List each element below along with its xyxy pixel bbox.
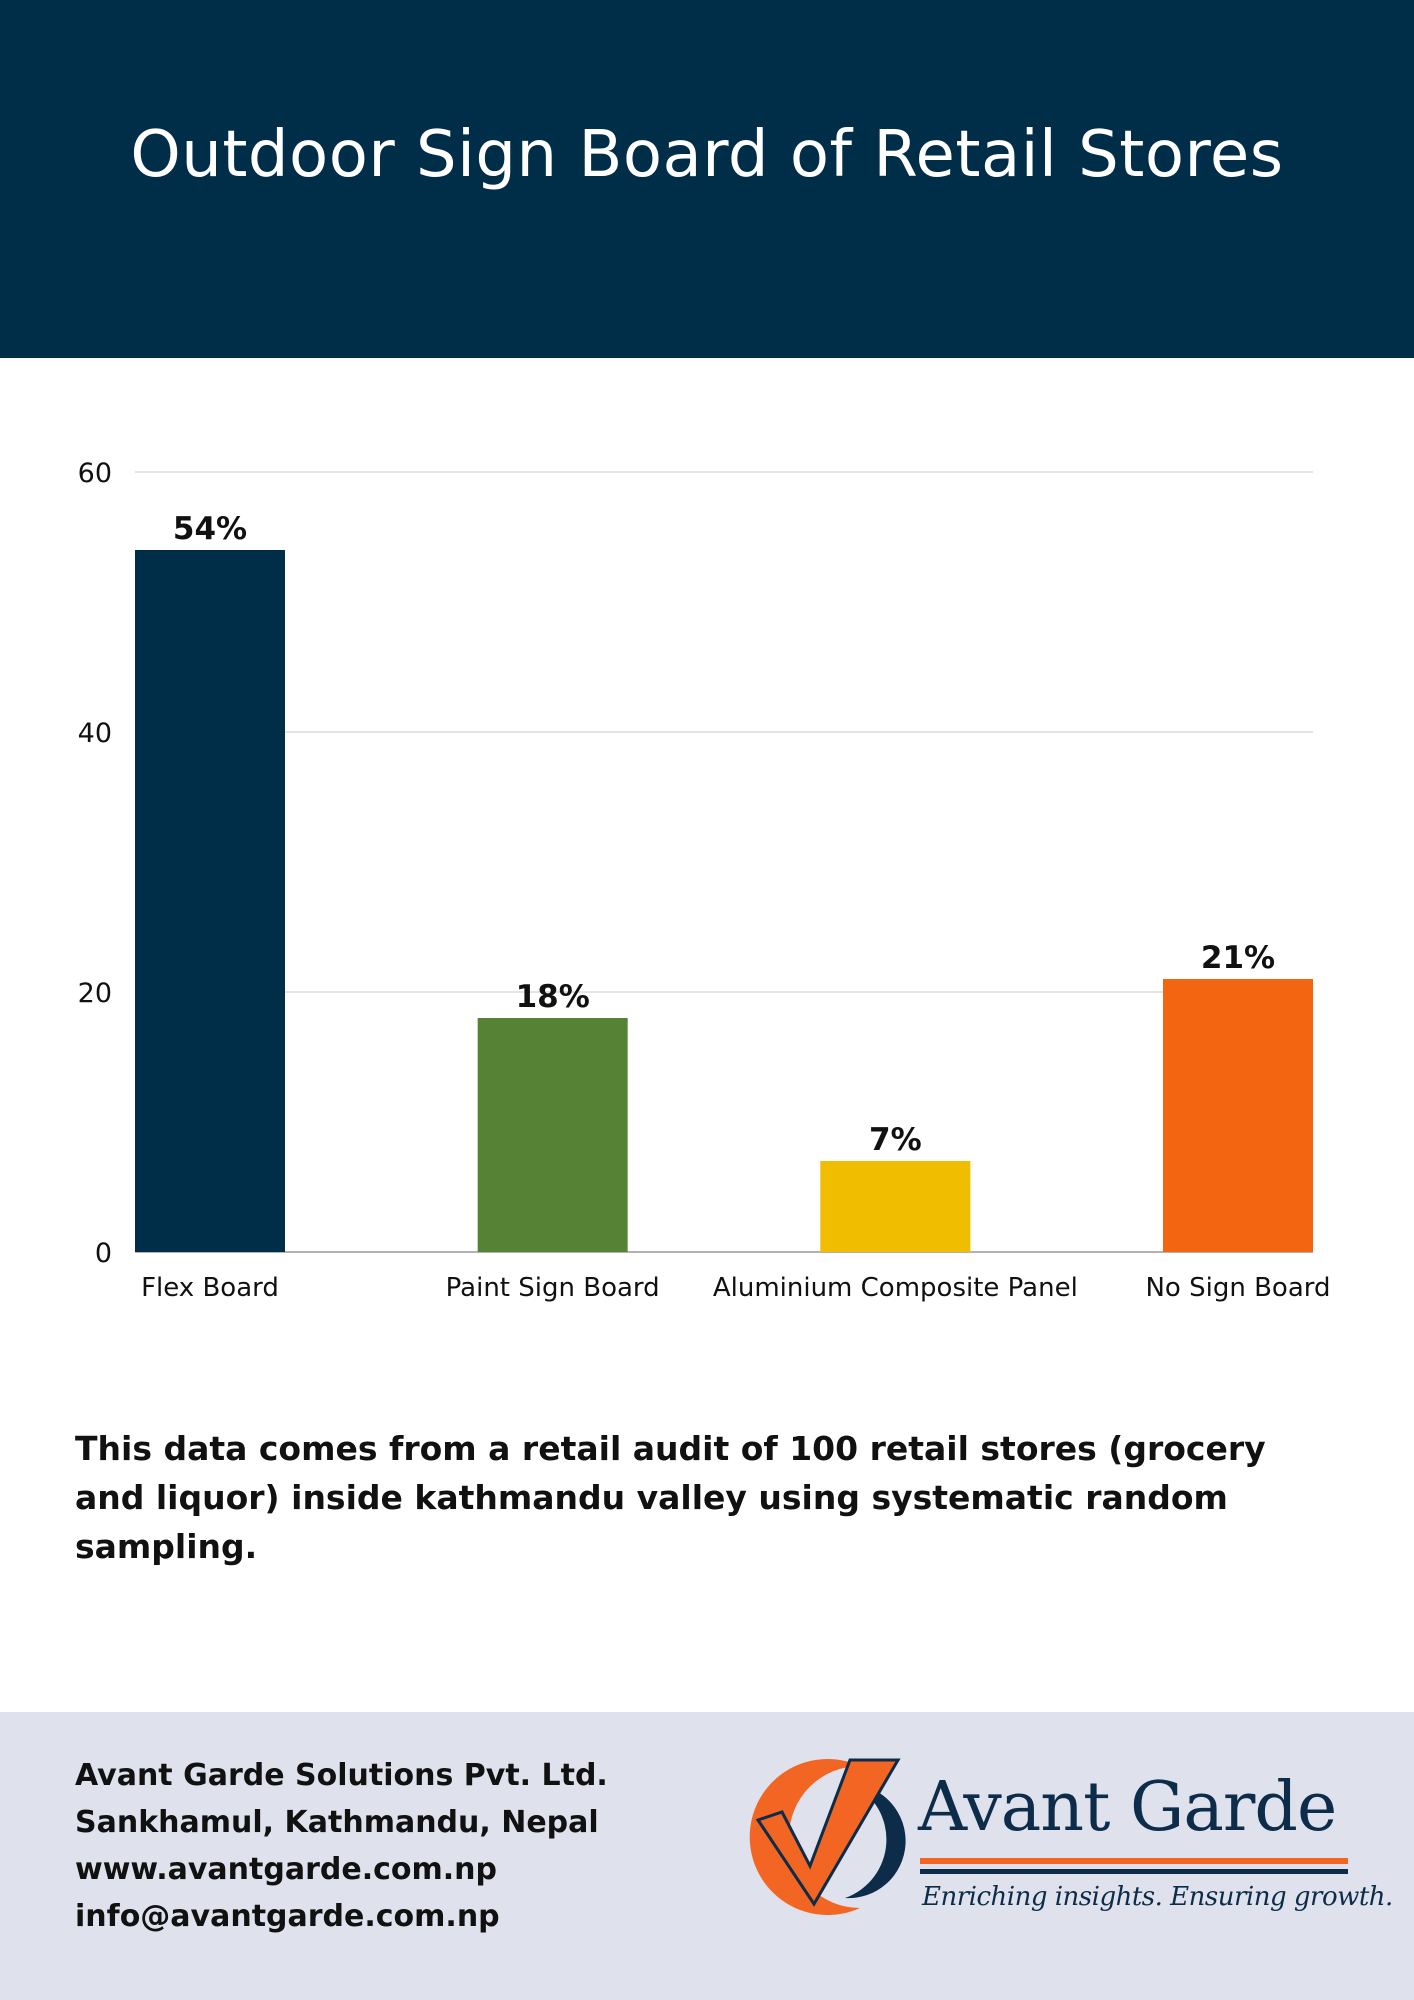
logo-rule-navy [920,1869,1348,1874]
data-label: 21% [1201,940,1275,976]
bar-chart-svg: 0 20 40 60 54% Flex Board 18% Paint Sign Board 7… [78,458,1331,1303]
logo-rule-orange [920,1858,1348,1864]
logo-wordmark: Avant Garde [918,1768,1337,1847]
logo-tagline: Enriching insights. Ensuring growth. [922,1882,1393,1912]
company-email: info@avantgarde.com.np [75,1899,500,1934]
x-category-label: Aluminium Composite Panel [713,1273,1078,1303]
x-category-label: Paint Sign Board [446,1273,660,1303]
data-source-note: This data comes from a retail audit of 1… [75,1429,1266,1566]
company-name: Avant Garde Solutions Pvt. Ltd. [75,1758,608,1793]
bar-chart: 0 20 40 60 54% Flex Board 18% Paint Sign Board 7… [0,420,1414,1320]
y-tick-label: 60 [78,458,112,489]
header-banner: Outdoor Sign Board of Retail Stores [0,0,1414,358]
company-logo: Avant Garde Enriching insights. Ensuring… [710,1748,1393,1928]
x-category-label: No Sign Board [1145,1273,1330,1303]
y-tick-label: 40 [78,718,112,749]
contact-info: Avant Garde Solutions Pvt. Ltd. Sankhamu… [75,1752,608,1940]
company-address: Sankhamul, Kathmandu, Nepal [75,1805,599,1840]
bar-3 [1163,979,1313,1252]
page-title: Outdoor Sign Board of Retail Stores [130,118,1284,192]
logo-swoosh-orange [749,1759,860,1915]
data-label: 54% [173,511,247,547]
bar-2 [820,1161,971,1252]
y-tick-label: 20 [78,978,112,1009]
logo-checkmark [755,1758,901,1907]
checkmark-circle-icon [749,1758,906,1915]
footer: Avant Garde Solutions Pvt. Ltd. Sankhamu… [0,1712,1414,2000]
logo-swoosh-navy [845,1784,906,1899]
bar-0 [135,550,285,1252]
data-label: 18% [516,979,590,1015]
x-category-label: Flex Board [141,1273,279,1303]
data-label: 7% [869,1122,922,1158]
bar-1 [477,1018,628,1252]
company-website: www.avantgarde.com.np [75,1852,497,1887]
y-tick-label: 0 [95,1238,112,1269]
